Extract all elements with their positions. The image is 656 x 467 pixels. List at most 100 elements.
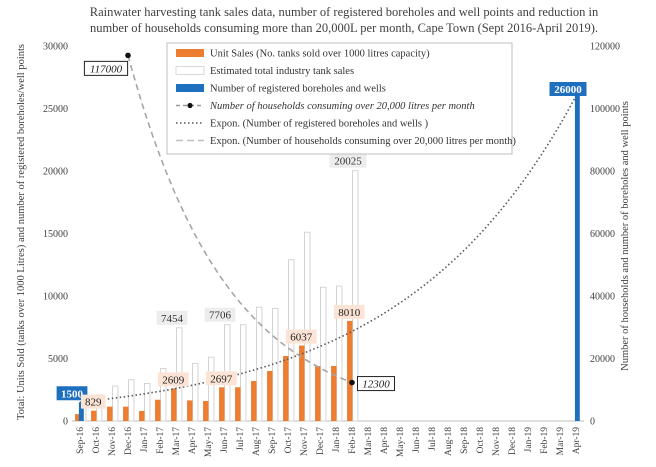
legend-box [166, 42, 513, 155]
x-tick-label: Apr-17 [188, 427, 198, 454]
unit-sales-bar [299, 345, 305, 421]
legend-entry: Expon. (Number of registered boreholes a… [176, 119, 429, 130]
data-label-text: 6037 [290, 332, 313, 344]
data-label-box [333, 304, 365, 319]
industry-bar [320, 286, 327, 422]
x-tick-label: Feb-19 [540, 427, 550, 454]
unit-sales-bar [171, 388, 177, 421]
unit-sales-bar [235, 387, 241, 421]
households-trend-line [127, 55, 353, 384]
industry-bar [304, 231, 311, 422]
legend-entry: Expon. (Number of households consuming o… [176, 136, 516, 147]
industry-bar [112, 385, 119, 422]
legend-label: Unit Sales (No. tanks sold over 1000 lit… [210, 49, 430, 60]
y2-tick-label: 80000 [590, 167, 615, 178]
x-tick-label: Feb-18 [348, 427, 358, 454]
data-label-box [205, 371, 237, 386]
unit-sales-bar [139, 411, 145, 421]
data-label-text: 2609 [162, 374, 185, 386]
y-tick-label: 10000 [43, 292, 68, 303]
x-tick-label: Mar-18 [364, 427, 374, 456]
data-label-box [285, 329, 317, 344]
data-label-text: 26000 [554, 84, 582, 96]
y2-tick-label: 120000 [590, 42, 620, 53]
x-tick-label: Dec-16 [124, 427, 134, 455]
unit-sales-bar [123, 406, 129, 421]
y-tick-label: 30000 [43, 42, 68, 53]
industry-bar [144, 383, 151, 422]
borehole-bars [78, 96, 580, 421]
legend-entry: Unit Sales (No. tanks sold over 1000 lit… [176, 49, 430, 60]
x-tick-label: Apr-19 [572, 427, 582, 454]
data-label-box [83, 60, 129, 76]
y-tick-label: 15000 [43, 229, 68, 240]
x-tick-label: May-18 [396, 427, 406, 457]
unit-sales-bar [331, 366, 337, 421]
x-tick-label: Jan-17 [140, 427, 150, 453]
x-tick-label: Mar-19 [556, 427, 566, 456]
x-tick-label: Jan-19 [524, 427, 534, 453]
chart-title-line-1: Rainwater harvesting tank sales data, nu… [90, 5, 599, 19]
unit-sales-bar [75, 414, 81, 421]
unit-sales-bar [219, 387, 225, 421]
unit-sales-bar [107, 406, 113, 421]
x-tick-label: Jun-17 [220, 427, 230, 453]
borehole-bar [574, 96, 580, 421]
x-tick-label: Oct-16 [92, 427, 102, 454]
data-label-box [157, 372, 189, 387]
legend-swatch [176, 49, 204, 57]
chart-title-line-2: number of households consuming more than… [90, 21, 598, 35]
legend-label: Expon. (Number of registered boreholes a… [210, 119, 429, 130]
data-label-text: 8010 [338, 307, 361, 319]
legend-marker [187, 102, 193, 109]
data-label-text: 117000 [90, 63, 123, 75]
x-tick-label: Jun-18 [412, 427, 422, 453]
x-tick-label: Sep-17 [268, 427, 278, 454]
industry-bar [208, 356, 215, 422]
x-tick-label: Mar-17 [172, 427, 182, 456]
unit-sales-bar [347, 320, 353, 421]
unit-sales-bar [187, 400, 193, 421]
unit-sales-bar [283, 356, 289, 421]
industry-bar [336, 285, 343, 422]
trend-lines [79, 52, 577, 404]
industry-bar [256, 306, 263, 422]
y-axis-label: Total: Units Sold (tanks over 1000 Litre… [16, 44, 27, 420]
legend-swatch [175, 66, 205, 75]
y-tick-label: 0 [63, 417, 68, 428]
x-tick-label: Nov-16 [108, 427, 118, 456]
y-tick-label: 20000 [43, 167, 68, 178]
legend-entry: Number of registered boreholes and wells [176, 84, 386, 95]
industry-bar [352, 170, 359, 422]
unit-sales-bar [203, 401, 209, 421]
y-tick-label: 5000 [48, 354, 68, 365]
data-label-text: 7706 [209, 310, 232, 322]
unit-sales-bar [267, 371, 273, 421]
x-tick-label: Feb-17 [156, 427, 166, 454]
data-label-text: 20025 [334, 156, 362, 168]
industry-bar [160, 368, 167, 422]
x-tick-label: Aug-18 [444, 427, 454, 456]
industry-bar [128, 379, 135, 422]
x-tick-label: Nov-18 [492, 427, 502, 456]
households-marker [349, 379, 355, 386]
legend: Unit Sales (No. tanks sold over 1000 lit… [166, 42, 516, 155]
y2-tick-label: 0 [590, 417, 595, 428]
legend-entry: Number of households consuming over 20,0… [176, 101, 475, 112]
x-tick-label: Oct-18 [476, 427, 486, 454]
x-tick-label: Oct-17 [284, 427, 294, 454]
legend-label: Number of registered boreholes and wells [210, 84, 386, 95]
x-tick-label: Jul-17 [236, 427, 246, 451]
data-label-box [80, 394, 106, 409]
data-label-text: 829 [85, 397, 102, 409]
y2-tick-label: 100000 [590, 104, 620, 115]
legend-label: Estimated total industry tank sales [210, 66, 354, 77]
legend-label: Number of households consuming over 20,0… [209, 101, 475, 112]
unit-sales-bar [91, 410, 97, 421]
x-tick-label: Dec-17 [316, 427, 326, 455]
data-label-text: 1500 [61, 388, 84, 400]
data-label-box [357, 376, 395, 392]
y2-tick-label: 20000 [590, 354, 615, 365]
